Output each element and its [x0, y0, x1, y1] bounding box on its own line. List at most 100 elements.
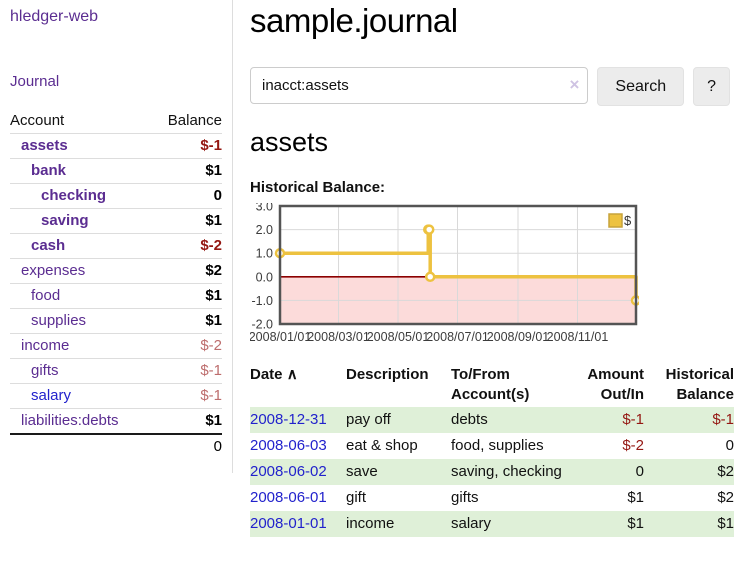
account-row-assets: assets $-1	[10, 133, 222, 159]
column-header-description: Description	[346, 366, 429, 383]
account-row-expenses: expenses $2	[10, 258, 222, 284]
search-button[interactable]: Search	[597, 67, 685, 106]
transactions-table: Date ∧ Description To/From Account(s) Am…	[250, 363, 734, 537]
column-header-date[interactable]: Date ∧	[250, 363, 346, 407]
svg-text:2008/09/01: 2008/09/01	[487, 330, 550, 344]
accounts-header-account: Account	[10, 112, 65, 129]
transaction-balance: $2	[717, 489, 734, 506]
account-row-bank: bank $1	[10, 158, 222, 184]
transaction-row: 2008-06-01 gift gifts $1 $2	[250, 485, 734, 511]
svg-text:2008/11/01: 2008/11/01	[547, 330, 609, 344]
column-header-tofrom: To/From Account(s)	[451, 366, 530, 403]
transaction-row: 2008-06-02 save saving, checking 0 $2	[250, 459, 734, 485]
transaction-row: 2008-06-03 eat & shop food, supplies $-2…	[250, 433, 734, 459]
account-row-supplies: supplies $1	[10, 308, 222, 334]
account-link-bank[interactable]: bank	[31, 162, 67, 179]
transaction-accounts: saving, checking	[451, 463, 562, 480]
search-input[interactable]	[250, 67, 589, 104]
accounts-total-row: 0	[10, 434, 222, 459]
svg-text:1.0: 1.0	[256, 247, 273, 261]
account-link-income[interactable]: income	[21, 337, 70, 354]
account-balance: $1	[205, 312, 222, 329]
transaction-accounts: food, supplies	[451, 437, 544, 454]
search-bar: × Search ?	[250, 67, 730, 106]
transaction-amount: $1	[627, 489, 644, 506]
sidebar-item-journal[interactable]: Journal	[10, 73, 60, 90]
svg-text:3.0: 3.0	[256, 203, 273, 214]
account-link-supplies[interactable]: supplies	[31, 312, 87, 329]
account-row-saving: saving $1	[10, 208, 222, 234]
accounts-header-balance: Balance	[167, 112, 222, 129]
help-button[interactable]: ?	[693, 67, 730, 106]
accounts-total-value: 0	[213, 438, 222, 455]
chart-container: 3.0 2.0 1.0 0.0 -1.0 -2.0 2008/01/01 2008/03/01…	[250, 203, 730, 348]
transaction-description: income	[346, 515, 395, 532]
transaction-amount: 0	[635, 463, 644, 480]
column-header-balance: Historical Balance	[665, 366, 734, 403]
transaction-description: gift	[346, 489, 367, 506]
transactions-header-row: Date ∧ Description To/From Account(s) Am…	[250, 363, 734, 407]
account-link-saving[interactable]: saving	[41, 212, 89, 229]
account-link-gifts[interactable]: gifts	[31, 362, 59, 379]
svg-text:2008/05/01: 2008/05/01	[367, 330, 430, 344]
transaction-accounts: gifts	[451, 489, 479, 506]
svg-text:-1.0: -1.0	[251, 294, 273, 308]
account-row-gifts: gifts $-1	[10, 358, 222, 384]
account-heading: assets	[250, 127, 329, 157]
transaction-amount: $-1	[622, 411, 644, 428]
transaction-amount: $1	[627, 515, 644, 532]
account-row-checking: checking 0	[10, 183, 222, 209]
account-balance: $1	[205, 162, 222, 179]
account-balance: $1	[205, 287, 222, 304]
svg-text:2008/03/01: 2008/03/01	[307, 330, 370, 344]
app-title-link[interactable]: hledger-web	[10, 8, 99, 25]
svg-text:2008/01/01: 2008/01/01	[250, 330, 311, 344]
transaction-date-link[interactable]: 2008-06-01	[250, 489, 327, 506]
account-link-food[interactable]: food	[31, 287, 61, 304]
account-link-assets[interactable]: assets	[21, 137, 68, 154]
transaction-date-link[interactable]: 2008-01-01	[250, 515, 327, 532]
account-link-salary[interactable]: salary	[31, 387, 72, 404]
transaction-date-link[interactable]: 2008-06-03	[250, 437, 327, 454]
account-link-expenses[interactable]: expenses	[21, 262, 86, 279]
date-header-label: Date	[250, 366, 283, 383]
transaction-balance: $1	[717, 515, 734, 532]
sidebar: hledger-web Journal Account Balance asse…	[0, 0, 233, 473]
search-input-wrap: ×	[250, 67, 589, 106]
account-balance: $-2	[200, 237, 222, 254]
svg-text:-2.0: -2.0	[251, 318, 273, 332]
page: hledger-web Journal Account Balance asse…	[0, 0, 742, 537]
transaction-balance: 0	[725, 437, 734, 454]
transaction-balance: $2	[717, 463, 734, 480]
account-balance: $-1	[200, 387, 222, 404]
page-title: sample.journal	[250, 2, 458, 39]
historical-balance-chart: 3.0 2.0 1.0 0.0 -1.0 -2.02008/01/012008/03/01…	[250, 203, 639, 344]
column-header-amount: Amount Out/In	[587, 366, 644, 403]
main-content: sample.journal × Search ? assets Histori…	[233, 0, 742, 537]
transaction-date-link[interactable]: 2008-12-31	[250, 411, 327, 428]
svg-text:2.0: 2.0	[256, 223, 273, 237]
transaction-date-link[interactable]: 2008-06-02	[250, 463, 327, 480]
transaction-description: save	[346, 463, 378, 480]
account-link-checking[interactable]: checking	[41, 187, 107, 204]
clear-search-icon[interactable]: ×	[569, 75, 580, 94]
account-link-cash[interactable]: cash	[31, 237, 66, 254]
transaction-balance: $-1	[712, 411, 734, 428]
account-balance: $1	[205, 212, 222, 229]
account-row-income: income $-2	[10, 333, 222, 359]
transaction-accounts: salary	[451, 515, 492, 532]
svg-text:$: $	[624, 213, 632, 228]
account-link-liabilities-debts[interactable]: liabilities:debts	[21, 412, 119, 429]
account-balance: $-2	[200, 337, 222, 354]
svg-text:0.0: 0.0	[256, 270, 273, 284]
svg-text:2008/07/01: 2008/07/01	[426, 330, 489, 344]
account-row-salary: salary $-1	[10, 383, 222, 409]
accounts-table: Account Balance assets $-1 bank $1 check…	[10, 109, 222, 459]
account-row-food: food $1	[10, 283, 222, 309]
transaction-description: eat & shop	[346, 437, 418, 454]
account-balance: $-1	[200, 137, 222, 154]
account-balance: $-1	[200, 362, 222, 379]
account-balance: $1	[205, 412, 222, 429]
transaction-description: pay off	[346, 411, 391, 428]
transaction-accounts: debts	[451, 411, 488, 428]
